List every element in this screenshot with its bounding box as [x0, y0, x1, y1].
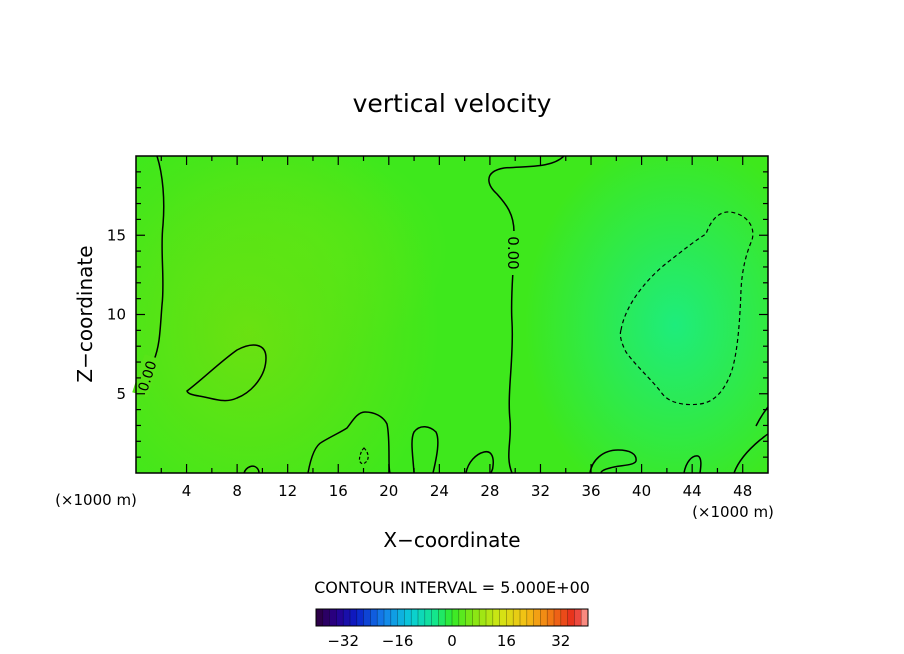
x-unit-right: (×1000 m)	[692, 503, 774, 521]
bottom-contour-7	[733, 433, 768, 473]
colorbar-ticks: −32 −16 0 16 32	[327, 632, 570, 650]
colorbar-cell	[370, 609, 378, 626]
colorbar-cell	[567, 609, 575, 626]
colorbar-cell	[554, 609, 562, 626]
x-axis: 4 8 12 16 20 24 28 32 36 40 44 48	[160, 156, 752, 500]
colorbar-cell	[574, 609, 582, 626]
colorbar-tick-label: 0	[447, 632, 457, 650]
colorbar-cell	[506, 609, 514, 626]
field-glow-right	[525, 156, 768, 473]
colorbar-cell	[390, 609, 398, 626]
colorbar-cell	[479, 609, 487, 626]
colorbar-cell	[438, 609, 446, 626]
colorbar-tick-label: −16	[382, 632, 414, 650]
contour-interval-text: CONTOUR INTERVAL = 5.000E+00	[314, 578, 590, 597]
bottom-contour-3	[411, 426, 439, 473]
colorbar-cell	[492, 609, 500, 626]
x-axis-label: X−coordinate	[383, 528, 520, 552]
colorbar-cell	[533, 609, 541, 626]
colorbar-cell	[424, 609, 432, 626]
colorbar-cell	[513, 609, 521, 626]
colorbar-cell	[465, 609, 473, 626]
colorbar-cell	[472, 609, 480, 626]
colorbar-cell	[520, 609, 528, 626]
negative-contour-small	[358, 447, 369, 465]
y-tick-label: 15	[107, 226, 126, 244]
colorbar-cell	[356, 609, 364, 626]
y-tick-label: 10	[107, 306, 126, 324]
bottom-contour-2	[307, 411, 391, 473]
colorbar-cell	[547, 609, 555, 626]
colorbar-cell	[404, 609, 412, 626]
x-tick-label: 12	[278, 482, 297, 500]
colorbar-cell	[336, 609, 344, 626]
chart-title: vertical velocity	[353, 89, 552, 118]
colorbar-cell	[418, 609, 426, 626]
bottom-contour-4	[465, 450, 494, 473]
x-tick-label: 44	[683, 482, 702, 500]
colorbar	[315, 608, 589, 627]
field-glow-upper	[150, 156, 450, 360]
colorbar-cell	[581, 609, 589, 626]
colorbar-cell	[526, 609, 534, 626]
x-tick-label: 16	[329, 482, 348, 500]
colorbar-cell	[499, 609, 507, 626]
colorbar-frame	[315, 608, 589, 627]
y-axis: 5 10 15	[107, 171, 768, 458]
x-tick-label: 24	[430, 482, 449, 500]
x-tick-label: 4	[182, 482, 192, 500]
colorbar-cell	[411, 609, 419, 626]
colorbar-cell	[316, 609, 324, 626]
colorbar-cell	[329, 609, 337, 626]
colorbar-cell	[397, 609, 405, 626]
x-unit-left: (×1000 m)	[55, 491, 137, 509]
y-axis-label: Z−coordinate	[73, 245, 97, 382]
bottom-contour-5	[589, 449, 637, 473]
colorbar-cell	[384, 609, 392, 626]
colorbar-cell	[431, 609, 439, 626]
bottom-contour-8	[755, 406, 768, 427]
colorbar-cell	[486, 609, 494, 626]
x-tick-label: 28	[480, 482, 499, 500]
x-tick-label: 32	[531, 482, 550, 500]
colorbar-cell	[458, 609, 466, 626]
colorbar-tick-label: 16	[497, 632, 516, 650]
colorbar-cell	[350, 609, 358, 626]
bottom-contour-1	[243, 465, 260, 473]
field-area	[136, 156, 768, 473]
contour-label-middle: 0.00	[504, 231, 522, 275]
colorbar-cell	[322, 609, 330, 626]
svg-text:0.00: 0.00	[504, 236, 522, 269]
x-tick-label: 48	[733, 482, 752, 500]
colorbar-cell	[560, 609, 568, 626]
y-tick-label: 5	[116, 385, 126, 403]
colorbar-tick-label: 32	[551, 632, 570, 650]
colorbar-cell	[540, 609, 548, 626]
positive-contour	[186, 344, 267, 402]
negative-contour	[619, 211, 754, 406]
x-tick-label: 40	[632, 482, 651, 500]
colorbar-cell	[363, 609, 371, 626]
colorbar-cell	[377, 609, 385, 626]
x-tick-label: 36	[581, 482, 600, 500]
colorbar-cell	[343, 609, 351, 626]
x-tick-label: 8	[232, 482, 242, 500]
bottom-contour-6	[683, 455, 702, 473]
colorbar-tick-label: −32	[327, 632, 359, 650]
colorbar-cell	[452, 609, 460, 626]
colorbar-cell	[445, 609, 453, 626]
x-tick-label: 20	[379, 482, 398, 500]
